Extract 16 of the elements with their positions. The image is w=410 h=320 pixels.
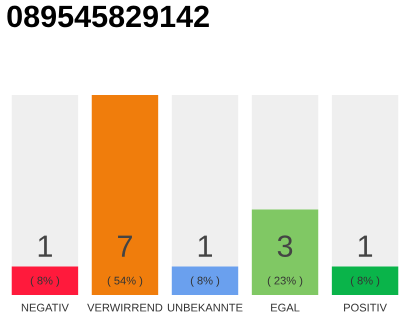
annotation: ( 8% ): [30, 276, 60, 287]
data-label: 1: [358, 236, 372, 257]
x-tick-label: POSITIV: [344, 304, 387, 312]
annotation: ( 54% ): [108, 276, 142, 287]
annotation: ( 8% ): [190, 276, 220, 287]
x-tick-label: UNBEKANNTE: [168, 304, 242, 312]
annotation: ( 8% ): [350, 276, 380, 287]
chart-title: 089545829142: [7, 6, 209, 28]
annotation: ( 23% ): [268, 276, 302, 287]
x-tick-label: EGAL: [271, 304, 300, 312]
x-tick-label: VERWIRREND: [87, 304, 162, 312]
data-label: 1: [38, 236, 52, 257]
data-label: 7: [118, 236, 132, 257]
x-tick-label: NEGATIV: [22, 304, 69, 312]
data-label: 3: [278, 235, 292, 257]
data-label: 1: [198, 236, 212, 257]
